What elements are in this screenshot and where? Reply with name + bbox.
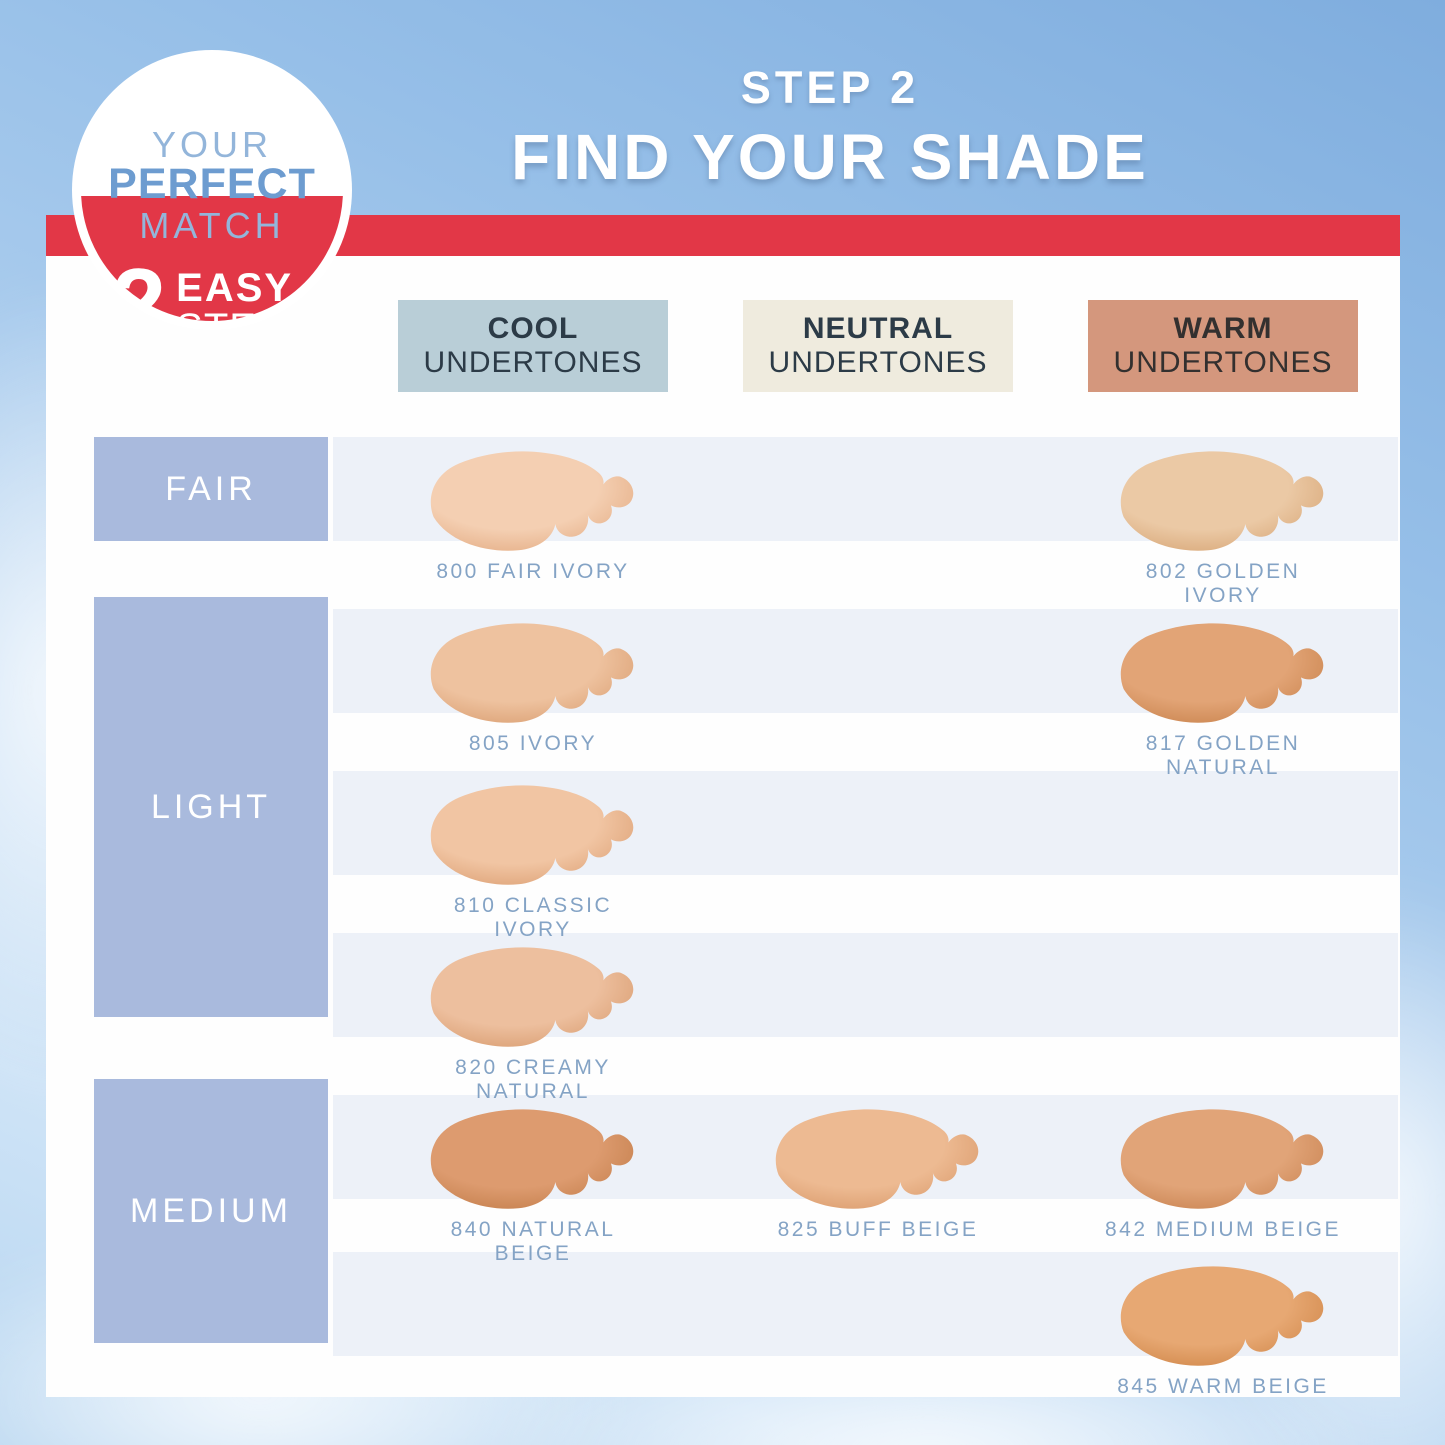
shade-840-natural-beige: 840 NATURAL BEIGE — [413, 1095, 653, 1265]
shade-label: 845 WARM BEIGE — [1117, 1375, 1329, 1398]
foundation-smear-swatch — [413, 1105, 653, 1217]
shade-label: 825 BUFF BEIGE — [777, 1218, 979, 1241]
foundation-smear-swatch — [1103, 447, 1343, 559]
perfect-match-badge: YOUR PERFECT MATCH 2 EASY STEPS — [72, 50, 352, 330]
shade-label: 820 CREAMY NATURAL — [455, 1056, 611, 1103]
shade-802-golden-ivory: 802 GOLDEN IVORY — [1103, 437, 1343, 607]
column-header-word: COOL — [487, 311, 579, 345]
row-label-fair: FAIR — [94, 437, 328, 541]
shade-label: 805 IVORY — [468, 732, 598, 755]
foundation-smear-swatch — [1103, 619, 1343, 731]
badge-step-words: EASY STEPS — [176, 268, 312, 330]
step-label: STEP 2 — [740, 62, 920, 113]
shade-845-warm-beige: 845 WARM BEIGE — [1103, 1252, 1343, 1420]
shade-label: 817 GOLDEN NATURAL — [1145, 732, 1301, 779]
shade-825-buff-beige: 825 BUFF BEIGE — [758, 1095, 998, 1263]
foundation-smear-swatch — [413, 781, 653, 893]
shade-820-creamy-natural: 820 CREAMY NATURAL — [413, 933, 653, 1103]
badge-line3: MATCH — [139, 205, 285, 246]
column-header-neutral: NEUTRAL UNDERTONES — [743, 300, 1013, 392]
badge-word-steps: STEPS — [176, 306, 313, 330]
shade-label: 840 NATURAL BEIGE — [450, 1218, 616, 1265]
badge-step-number: 2 — [111, 248, 167, 330]
column-header-undertones: UNDERTONES — [768, 346, 988, 379]
column-header-cool: COOL UNDERTONES — [398, 300, 668, 392]
badge-word-easy: EASY — [176, 266, 294, 310]
title-heading: FIND YOUR SHADE — [511, 121, 1149, 193]
column-header-undertones: UNDERTONES — [423, 346, 643, 379]
shade-800-fair-ivory: 800 FAIR IVORY — [413, 437, 653, 605]
foundation-smear-swatch — [1103, 1262, 1343, 1374]
column-header-word: WARM — [1173, 311, 1273, 345]
shade-817-golden-natural: 817 GOLDEN NATURAL — [1103, 609, 1343, 779]
shade-label: 810 CLASSIC IVORY — [453, 894, 613, 941]
foundation-smear-swatch — [413, 447, 653, 559]
column-header-word: NEUTRAL — [802, 311, 954, 345]
shade-842-medium-beige: 842 MEDIUM BEIGE — [1103, 1095, 1343, 1263]
foundation-smear-swatch — [413, 943, 653, 1055]
row-label-light: LIGHT — [94, 597, 328, 1017]
shade-label: 842 MEDIUM BEIGE — [1104, 1218, 1342, 1241]
badge-line1: YOUR — [151, 124, 272, 165]
badge-steps: 2 EASY STEPS — [72, 248, 352, 330]
foundation-smear-swatch — [413, 619, 653, 731]
shade-805-ivory: 805 IVORY — [413, 609, 653, 777]
shade-810-classic-ivory: 810 CLASSIC IVORY — [413, 771, 653, 941]
row-label-medium: MEDIUM — [94, 1079, 328, 1343]
page-title: STEP 2 FIND YOUR SHADE — [450, 62, 1210, 194]
column-header-undertones: UNDERTONES — [1113, 346, 1333, 379]
shade-label: 800 FAIR IVORY — [436, 560, 630, 583]
shade-label: 802 GOLDEN IVORY — [1145, 560, 1301, 607]
column-header-warm: WARM UNDERTONES — [1088, 300, 1358, 392]
foundation-smear-swatch — [758, 1105, 998, 1217]
foundation-smear-swatch — [1103, 1105, 1343, 1217]
badge-line2: PERFECT — [108, 160, 316, 208]
